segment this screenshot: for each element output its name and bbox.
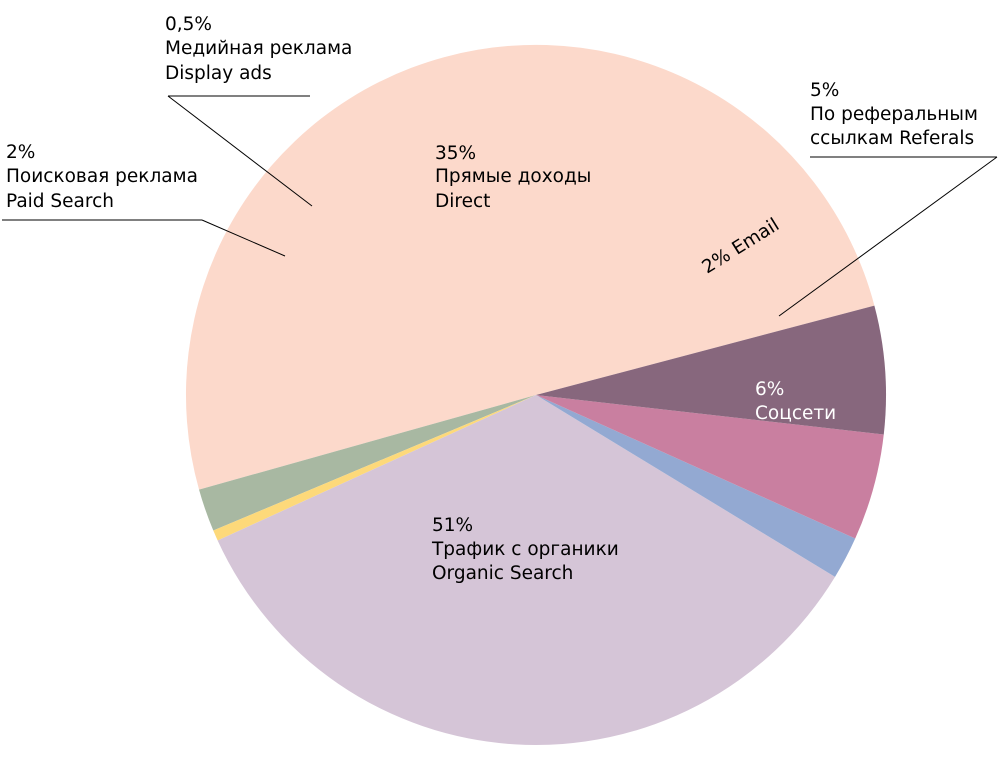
leader-line-display — [167, 95, 313, 207]
leader-line-paid — [201, 219, 286, 257]
direct-label-en: Direct — [435, 191, 490, 212]
organic-label: Трафик с органики — [431, 539, 619, 560]
organic-pct: 51% — [432, 515, 473, 536]
direct-label: Прямые доходы — [435, 166, 591, 187]
social-pct: 6% — [755, 379, 784, 400]
referals-label-en: ссылкам Referals — [810, 128, 974, 149]
paid-pct: 2% — [6, 142, 35, 163]
leader-line-referals — [778, 156, 998, 317]
pie-slice-display-ads — [213, 395, 537, 541]
pie-slice-direct — [217, 395, 836, 745]
paid-label: Поисковая реклама — [6, 166, 198, 187]
slice-label-referals: 5% По реферальным ссылкам Referals — [810, 80, 984, 149]
leader-lines — [2, 95, 998, 317]
pie-slice-referals — [536, 395, 884, 539]
direct-pct: 35% — [435, 143, 476, 164]
social-label: Соцсети — [755, 403, 836, 424]
slice-label-paid-search: 2% Поисковая реклама Paid Search — [6, 142, 204, 212]
pie-slice-organic — [185, 44, 875, 490]
pie-slices — [185, 44, 886, 745]
display-label: Медийная реклама — [165, 38, 352, 59]
pie-slice-paid-search — [199, 395, 537, 531]
pie-slice-email — [536, 395, 856, 577]
pie-slice-social — [536, 305, 886, 435]
slice-label-direct: 35% Прямые доходы Direct — [435, 143, 597, 212]
slice-label-social: 6% Соцсети — [755, 379, 836, 424]
display-label-en: Display ads — [165, 63, 272, 84]
slice-label-display-ads: 0,5% Медийная реклама Display ads — [165, 14, 358, 84]
referals-label: По реферальным — [810, 104, 978, 125]
display-pct: 0,5% — [165, 14, 212, 35]
organic-label-en: Organic Search — [432, 563, 573, 584]
slice-label-organic: 51% Трафик с органики Organic Search — [431, 515, 625, 584]
referals-pct: 5% — [810, 80, 839, 101]
paid-label-en: Paid Search — [6, 191, 114, 212]
